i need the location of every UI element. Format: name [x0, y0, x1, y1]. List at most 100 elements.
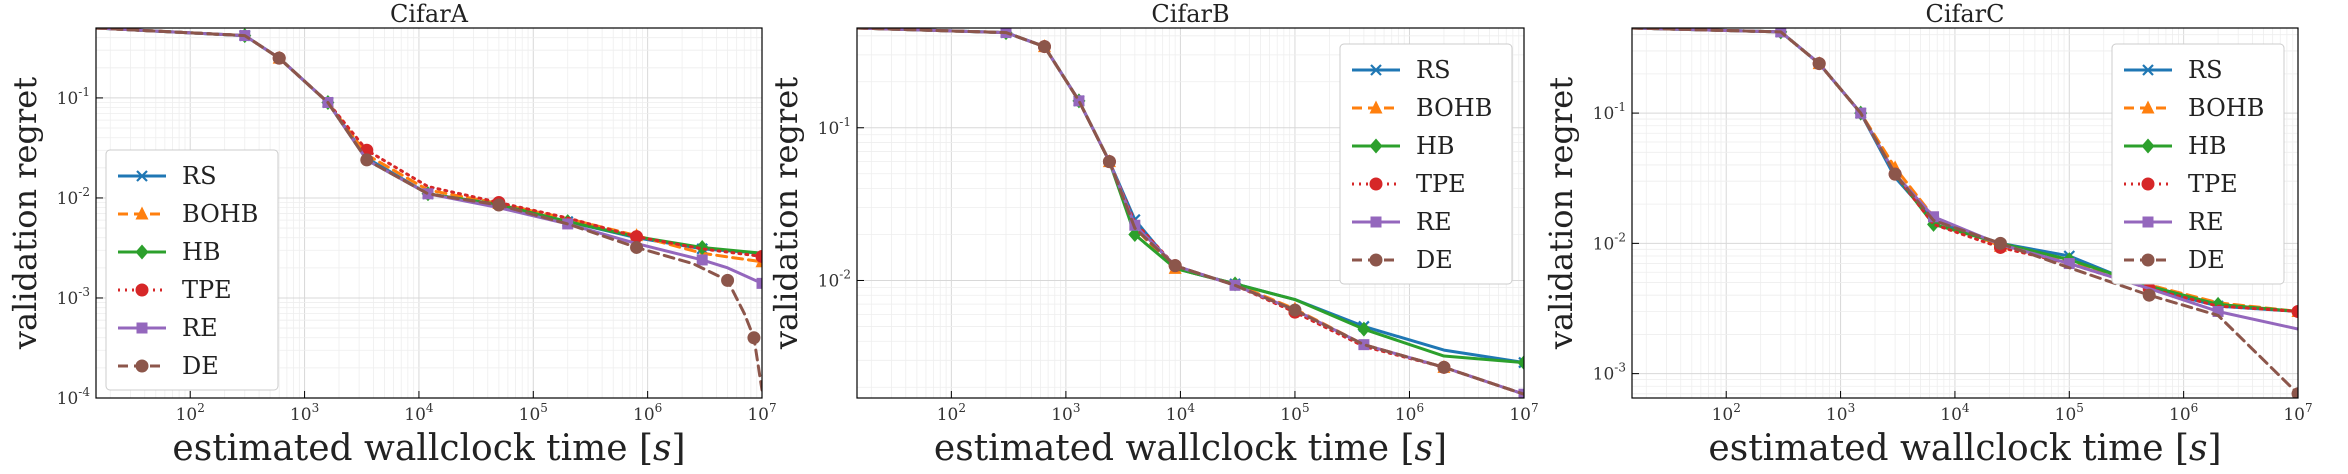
legend: RS BOHB HB TPE RE DE — [1339, 43, 1513, 285]
data-point-re — [756, 277, 762, 289]
legend-marker-re — [1370, 216, 1382, 228]
x-tick-label: 102 — [937, 401, 966, 425]
x-axis: 102 103 104 105 106 107 — [1712, 391, 2313, 425]
legend-marker-hb — [1369, 138, 1383, 154]
y-tick-label: 10-2 — [818, 267, 851, 291]
data-point-re — [1073, 95, 1085, 107]
legend-marker-bohb — [135, 206, 149, 220]
x-axis-label: estimated wallclock time [s] — [1708, 428, 2221, 469]
legend-marker-rs — [2142, 64, 2154, 76]
series-de — [1632, 28, 2298, 398]
data-point-tpe — [2291, 304, 2298, 318]
legend-marker-tpe — [135, 283, 149, 297]
legend-marker-tpe — [2141, 177, 2155, 191]
data-point-tpe — [755, 249, 762, 263]
series-de — [857, 28, 1524, 396]
data-point-re — [696, 254, 708, 266]
y-tick-label: 10-1 — [818, 115, 851, 139]
y-tick-label: 10-3 — [57, 285, 90, 309]
y-tick-label: 10-1 — [1593, 100, 1626, 124]
legend-marker-tpe — [1369, 177, 1383, 191]
data-point-de — [721, 273, 735, 287]
x-tick-label: 106 — [633, 401, 662, 425]
chart-title: CifarB — [1151, 0, 1229, 28]
x-tick-label: 105 — [2055, 401, 2084, 425]
x-tick-label: 107 — [747, 401, 776, 425]
data-point-re — [2212, 305, 2224, 317]
legend-marker-re — [136, 322, 148, 334]
x-tick-label: 107 — [2283, 401, 2312, 425]
data-point-de — [1288, 303, 1302, 317]
data-point-de — [1993, 236, 2007, 250]
y-axis-label: validation regret — [6, 77, 44, 350]
plot-area-frame — [95, 27, 763, 399]
x-axis: 102 103 104 105 106 107 — [937, 391, 1539, 425]
legend-label-re: RE — [182, 314, 218, 342]
x-tick-label: 104 — [1940, 401, 1970, 425]
y-tick-label: 10-4 — [57, 385, 91, 409]
chart-title: CifarC — [1925, 0, 2004, 28]
data-point-de — [1037, 40, 1051, 54]
y-axis-label: validation regret — [767, 77, 805, 350]
x-tick-label: 105 — [519, 401, 548, 425]
x-tick-label: 103 — [290, 401, 319, 425]
legend-marker-de — [2141, 253, 2155, 267]
y-tick-label: 10-3 — [1593, 361, 1626, 385]
x-axis: 102 103 104 105 106 107 — [176, 391, 777, 425]
legend-label-hb: HB — [2188, 132, 2227, 160]
data-point-de — [1102, 155, 1116, 169]
legend-label-re: RE — [2188, 208, 2224, 236]
legend-label-tpe: TPE — [182, 276, 232, 304]
legend-marker-hb — [135, 244, 149, 260]
data-point-de — [2291, 387, 2298, 398]
plot-area-frame — [856, 27, 1525, 399]
legend-label-bohb: BOHB — [182, 200, 258, 228]
legend-label-tpe: TPE — [1416, 170, 1466, 198]
data-point-hb — [695, 239, 709, 255]
legend: RS BOHB HB TPE RE DE — [2111, 43, 2285, 285]
data-point-de — [2142, 288, 2156, 302]
x-tick-label: 106 — [2169, 401, 2198, 425]
x-tick-label: 104 — [1166, 401, 1196, 425]
x-tick-label: 107 — [1509, 401, 1538, 425]
chart-panel-3: 102 103 104 105 106 107 10-3 10-2 10-1 CifarC esti… — [1542, 0, 2313, 469]
x-tick-label: 103 — [1051, 401, 1080, 425]
legend-label-hb: HB — [1416, 132, 1455, 160]
x-tick-label: 102 — [1712, 401, 1741, 425]
legend-label-hb: HB — [182, 238, 221, 266]
data-point-de — [360, 153, 374, 167]
legend-marker-de — [135, 359, 149, 373]
data-point-de — [1437, 360, 1451, 374]
y-axis: 10-2 10-1 — [818, 115, 864, 291]
y-axis-label: validation regret — [1542, 77, 1580, 350]
legend-label-rs: RS — [1416, 56, 1451, 84]
legend-marker-bohb — [1369, 100, 1383, 114]
x-tick-label: 103 — [1826, 401, 1855, 425]
data-point-de — [1888, 167, 1902, 181]
legend-marker-rs — [1370, 64, 1382, 76]
legend-label-rs: RS — [2188, 56, 2223, 84]
x-tick-label: 105 — [1280, 401, 1309, 425]
x-axis-label: estimated wallclock time [s] — [934, 428, 1447, 469]
legend: RS BOHB HB TPE RE DE — [105, 149, 279, 391]
legend-marker-de — [1369, 253, 1383, 267]
legend-label-de: DE — [1416, 246, 1453, 274]
data-point-hb — [1517, 355, 1524, 371]
legend-label-de: DE — [182, 352, 219, 380]
y-tick-label: 10-2 — [1593, 230, 1626, 254]
series-line-de — [857, 28, 1524, 396]
series-line-de — [96, 28, 762, 392]
chart-title: CifarA — [390, 0, 469, 28]
series-de — [96, 28, 762, 392]
legend-marker-bohb — [2141, 100, 2155, 114]
legend-label-bohb: BOHB — [1416, 94, 1492, 122]
x-tick-label: 102 — [176, 401, 205, 425]
data-point-de — [630, 240, 644, 254]
y-axis: 10-4 10-3 10-2 10-1 — [57, 85, 103, 409]
legend-marker-hb — [2141, 138, 2155, 154]
y-tick-label: 10-1 — [57, 85, 90, 109]
legend-label-bohb: BOHB — [2188, 94, 2264, 122]
x-tick-label: 106 — [1395, 401, 1424, 425]
data-point-re — [1928, 211, 1940, 223]
